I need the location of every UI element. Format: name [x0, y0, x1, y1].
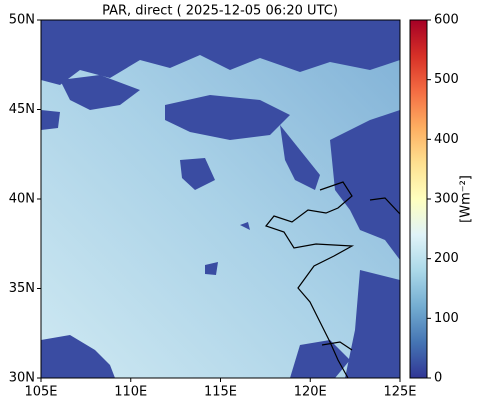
y-tick-label: 40N — [9, 192, 35, 207]
colorbar-tick-label: 400 — [434, 132, 459, 147]
map-field — [41, 20, 400, 378]
y-tick-label: 35N — [9, 281, 35, 296]
colorbar-tick-label: 0 — [434, 371, 442, 386]
colorbar-tick-label: 200 — [434, 251, 459, 266]
x-tick-label: 115E — [204, 385, 237, 400]
x-tick-label: 110E — [114, 385, 147, 400]
x-tick-label: 105E — [24, 385, 57, 400]
colorbar-tick-label: 100 — [434, 311, 459, 326]
colorbar-label: [Wm⁻²] — [459, 175, 474, 223]
colorbar — [409, 19, 428, 379]
y-tick-label: 30N — [9, 371, 35, 386]
y-tick-label: 45N — [9, 102, 35, 117]
x-tick-label: 120E — [294, 385, 327, 400]
colorbar-tick-label: 300 — [434, 192, 459, 207]
colorbar-tick-label: 600 — [434, 13, 459, 28]
chart-title: PAR, direct ( 2025-12-05 06:20 UTC) — [102, 4, 338, 19]
colorbar-tick-label: 500 — [434, 72, 459, 87]
x-tick-label: 125E — [383, 385, 416, 400]
y-tick-label: 50N — [9, 13, 35, 28]
clouds — [41, 20, 400, 378]
coastline — [264, 181, 400, 378]
